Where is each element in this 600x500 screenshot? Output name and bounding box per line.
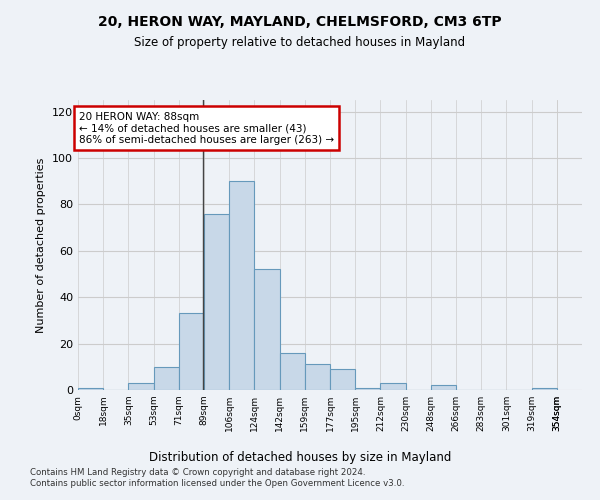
Bar [431, 386, 456, 390]
Bar [179, 314, 204, 390]
Text: 20 HERON WAY: 88sqm
← 14% of detached houses are smaller (43)
86% of semi-detach: 20 HERON WAY: 88sqm ← 14% of detached ho… [79, 112, 334, 145]
Bar [229, 181, 254, 390]
Bar [532, 388, 557, 390]
Bar [355, 388, 380, 390]
Bar [128, 383, 154, 390]
Bar [305, 364, 330, 390]
Bar [204, 214, 229, 390]
Bar [154, 367, 179, 390]
Bar [78, 388, 103, 390]
Bar [254, 270, 280, 390]
Text: 20, HERON WAY, MAYLAND, CHELMSFORD, CM3 6TP: 20, HERON WAY, MAYLAND, CHELMSFORD, CM3 … [98, 16, 502, 30]
Bar [330, 369, 355, 390]
Text: Distribution of detached houses by size in Mayland: Distribution of detached houses by size … [149, 451, 451, 464]
Text: Size of property relative to detached houses in Mayland: Size of property relative to detached ho… [134, 36, 466, 49]
Text: Contains HM Land Registry data © Crown copyright and database right 2024.
Contai: Contains HM Land Registry data © Crown c… [30, 468, 404, 487]
Y-axis label: Number of detached properties: Number of detached properties [37, 158, 46, 332]
Bar [280, 353, 305, 390]
Bar [380, 383, 406, 390]
